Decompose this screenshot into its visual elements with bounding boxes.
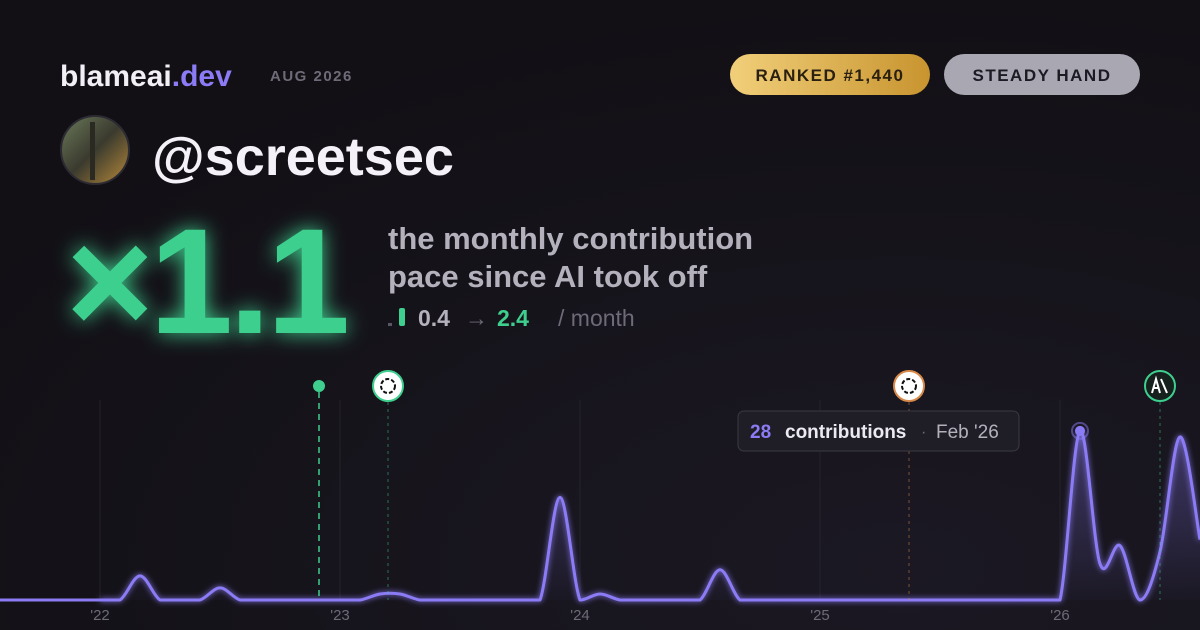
line xyxy=(99,429,1200,602)
event-dot xyxy=(313,380,325,392)
handle: @screetsec xyxy=(152,127,454,187)
description-line: pace since AI took off xyxy=(388,259,708,294)
tooltip-box xyxy=(737,410,1020,452)
multiplier: ×1.1 xyxy=(66,197,347,365)
chart: '22 '23 '24 '25 '26 xyxy=(0,400,1200,624)
pace-after: 2.4 xyxy=(497,305,529,331)
x-tick-label: '23 xyxy=(330,607,350,624)
pace-before: 0.4 xyxy=(418,305,450,331)
sparkbar xyxy=(399,308,405,326)
tooltip: 28 contributions · Feb '26 xyxy=(737,410,1020,452)
description-line: the monthly contribution xyxy=(388,221,753,256)
tooltip-date: Feb '26 xyxy=(936,422,999,443)
style-badge xyxy=(944,54,1140,95)
x-tick-label: '24 xyxy=(570,607,590,624)
avatar-detail xyxy=(90,122,95,180)
event-logo xyxy=(380,378,396,394)
hover-point xyxy=(1075,425,1085,436)
event-markers xyxy=(313,370,1176,600)
rank-badge-text: RANKED #1,440 xyxy=(756,66,905,85)
tooltip-label: contributions xyxy=(785,422,906,443)
hover-ring xyxy=(1071,421,1089,440)
tooltip-value: 28 xyxy=(750,422,771,443)
x-tick-label: '26 xyxy=(1050,607,1070,624)
event-icon xyxy=(893,370,925,402)
tooltip-separator: · xyxy=(921,424,926,441)
event-icon xyxy=(372,370,404,402)
x-tick-label: '25 xyxy=(810,607,830,624)
event-logo xyxy=(1151,375,1168,394)
rank-badge xyxy=(730,54,930,95)
brand: blameai.dev xyxy=(60,60,232,93)
area xyxy=(0,430,1200,600)
sparkbar xyxy=(388,323,392,326)
pace-arrow: → xyxy=(465,305,488,331)
event-logo xyxy=(901,378,917,394)
style-badge-text: STEADY HAND xyxy=(973,66,1112,85)
brand-tld: .dev xyxy=(172,60,232,93)
brand-name: blameai xyxy=(60,60,172,93)
date: AUG 2026 xyxy=(270,68,353,85)
x-tick-label: '22 xyxy=(90,607,110,624)
event-icon xyxy=(1144,370,1176,402)
pace-unit: / month xyxy=(558,305,635,331)
